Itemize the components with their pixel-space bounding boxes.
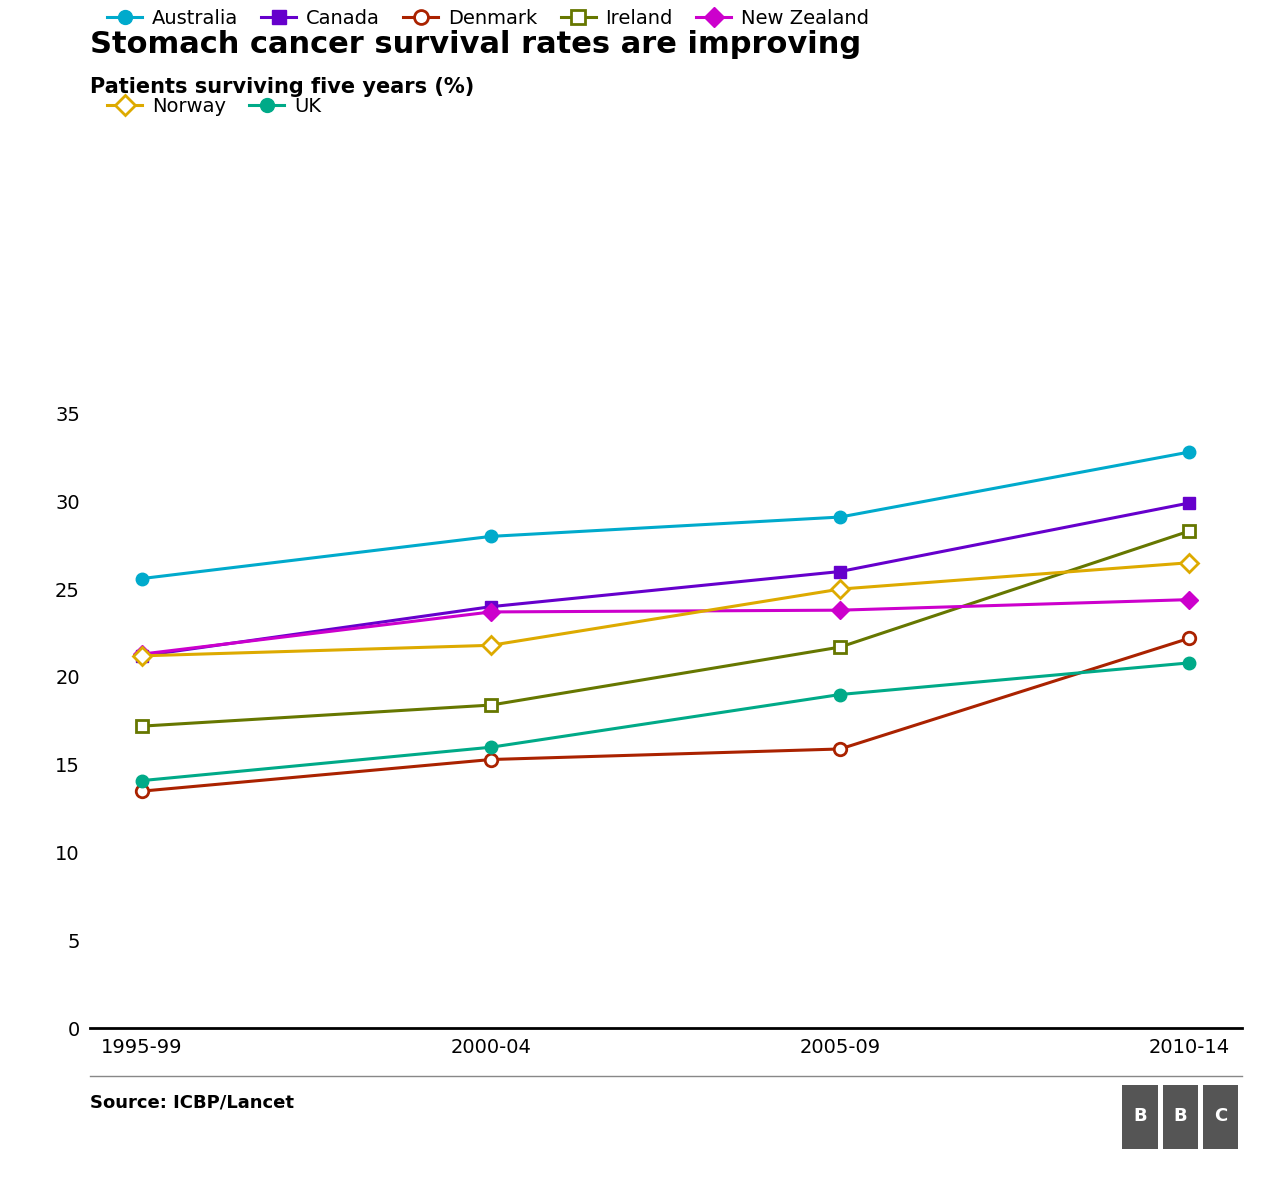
Text: Source: ICBP/Lancet: Source: ICBP/Lancet xyxy=(90,1093,293,1111)
Text: B: B xyxy=(1174,1106,1187,1124)
FancyBboxPatch shape xyxy=(1123,1085,1157,1149)
FancyBboxPatch shape xyxy=(1203,1085,1238,1149)
FancyBboxPatch shape xyxy=(1162,1085,1198,1149)
Text: Patients surviving five years (%): Patients surviving five years (%) xyxy=(90,77,474,97)
Text: C: C xyxy=(1213,1106,1228,1124)
Text: Stomach cancer survival rates are improving: Stomach cancer survival rates are improv… xyxy=(90,30,860,59)
Legend: Norway, UK: Norway, UK xyxy=(100,89,329,123)
Text: B: B xyxy=(1133,1106,1147,1124)
